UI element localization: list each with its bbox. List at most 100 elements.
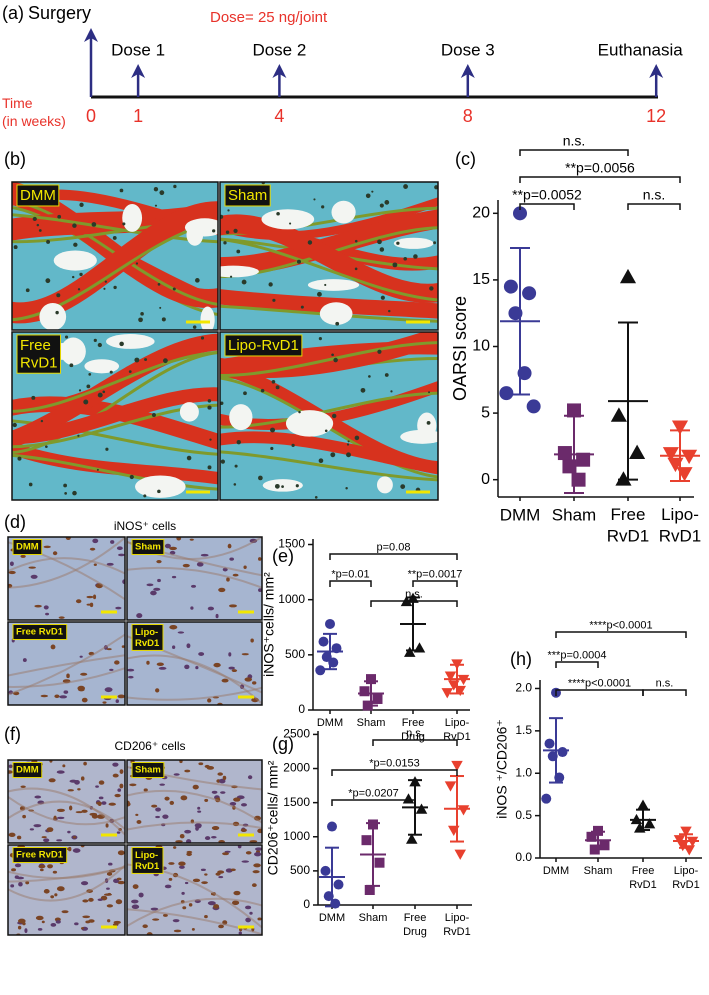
tissue-cell (380, 295, 385, 300)
tissue-cell (275, 385, 280, 390)
data-point (508, 306, 523, 321)
stained-cell (152, 918, 160, 921)
tissue-cell (272, 298, 276, 302)
stained-cell (257, 917, 262, 921)
tissue-cell (413, 254, 418, 259)
x-tick-label: DMM (543, 865, 569, 877)
tissue-cell (129, 474, 134, 480)
stained-cell (116, 546, 123, 551)
stained-cell (112, 923, 119, 927)
stained-cell (10, 884, 15, 888)
tissue-space (39, 302, 67, 330)
tissue-cell (40, 419, 44, 423)
stained-cell (115, 899, 123, 905)
significance-bracket (555, 661, 599, 668)
time-axis-label: Time (in weeks) (2, 95, 66, 129)
tissue-cell (377, 349, 382, 354)
stained-cell (178, 861, 186, 866)
tissue-cell (38, 229, 42, 232)
tissue-band (220, 431, 438, 475)
stained-cell (176, 537, 182, 541)
x-tick-label: Free RvD1 (607, 505, 650, 545)
stained-cell (82, 899, 89, 903)
event-label: Dose 2 (252, 40, 306, 59)
significance-label: n.s. (405, 588, 423, 600)
data-point (610, 407, 627, 422)
tile-label-box (12, 624, 68, 641)
stained-cell (83, 761, 87, 766)
tissue-cell (186, 455, 192, 461)
data-point (320, 865, 331, 876)
stained-cell (180, 795, 188, 801)
stained-cell (159, 783, 166, 786)
stained-cell (175, 840, 183, 843)
tissue-cell (354, 239, 358, 243)
tissue-cell (403, 184, 408, 189)
stained-cell (146, 660, 150, 665)
stained-cell (79, 655, 83, 658)
stained-cell (41, 836, 47, 839)
stained-cell (182, 906, 187, 910)
tissue-cell (157, 283, 161, 286)
stained-cell (117, 788, 122, 792)
tile-label: Lipo-RvD1 (228, 337, 299, 354)
stained-cell (211, 835, 217, 839)
tissue-fiber (8, 557, 125, 575)
event-label: Dose 3 (441, 40, 495, 59)
stained-cell (56, 770, 65, 774)
tissue-cell (63, 483, 68, 488)
significance-label: n.s. (563, 132, 586, 148)
data-point (325, 618, 335, 629)
tissue-cell (317, 291, 322, 297)
tissue-cell (307, 240, 313, 245)
significance-label: ****p<0.0001 (568, 677, 631, 689)
tile-label: Free RvD1 (16, 627, 64, 638)
stained-cell (179, 865, 185, 869)
tissue-cell (227, 209, 230, 212)
tissue-cell (159, 190, 165, 196)
tissue-cell (234, 464, 238, 468)
tissue-band (12, 351, 218, 413)
data-point (526, 399, 541, 414)
data-point (406, 833, 418, 844)
stained-cell (164, 543, 171, 549)
tile-border (126, 844, 263, 936)
tissue-cell (102, 390, 106, 394)
stained-cell (173, 773, 180, 776)
tissue-cell (119, 341, 124, 347)
tissue-fiber (8, 633, 125, 696)
stained-cell (93, 563, 97, 566)
tile-label-box (16, 334, 62, 374)
stained-cell (181, 891, 185, 895)
tissue-cell (72, 490, 77, 496)
significance-bracket (370, 600, 458, 607)
tissue-cell (379, 247, 385, 252)
tissue-fiber (127, 897, 262, 927)
stained-cell (191, 928, 195, 931)
stained-cell (54, 893, 58, 897)
data-point (637, 799, 649, 810)
stained-cell (117, 880, 125, 885)
tissue-cell (324, 283, 327, 287)
tissue-fiber (8, 865, 125, 880)
y-tick-label: 1500 (283, 795, 310, 809)
stained-cell (50, 644, 56, 650)
y-tick-label: 2000 (283, 761, 310, 775)
week-label: 4 (274, 106, 284, 126)
stained-cell (132, 884, 139, 890)
data-point (457, 805, 470, 816)
tissue-space (261, 209, 315, 230)
event-label: Surgery (28, 3, 91, 23)
tissue-cell (154, 204, 158, 207)
stained-cell (172, 645, 176, 650)
tissue-cell (220, 214, 224, 219)
stained-cell (213, 904, 220, 909)
stained-cell (168, 877, 173, 881)
x-tick-label: Lipo-RvD1 (659, 505, 702, 545)
data-point (415, 803, 428, 814)
significance-label: ***p=0.0004 (547, 649, 606, 661)
stained-cell (14, 863, 22, 868)
stained-cell (20, 554, 26, 558)
stained-cell (204, 836, 211, 841)
tissue-cell (241, 279, 247, 285)
